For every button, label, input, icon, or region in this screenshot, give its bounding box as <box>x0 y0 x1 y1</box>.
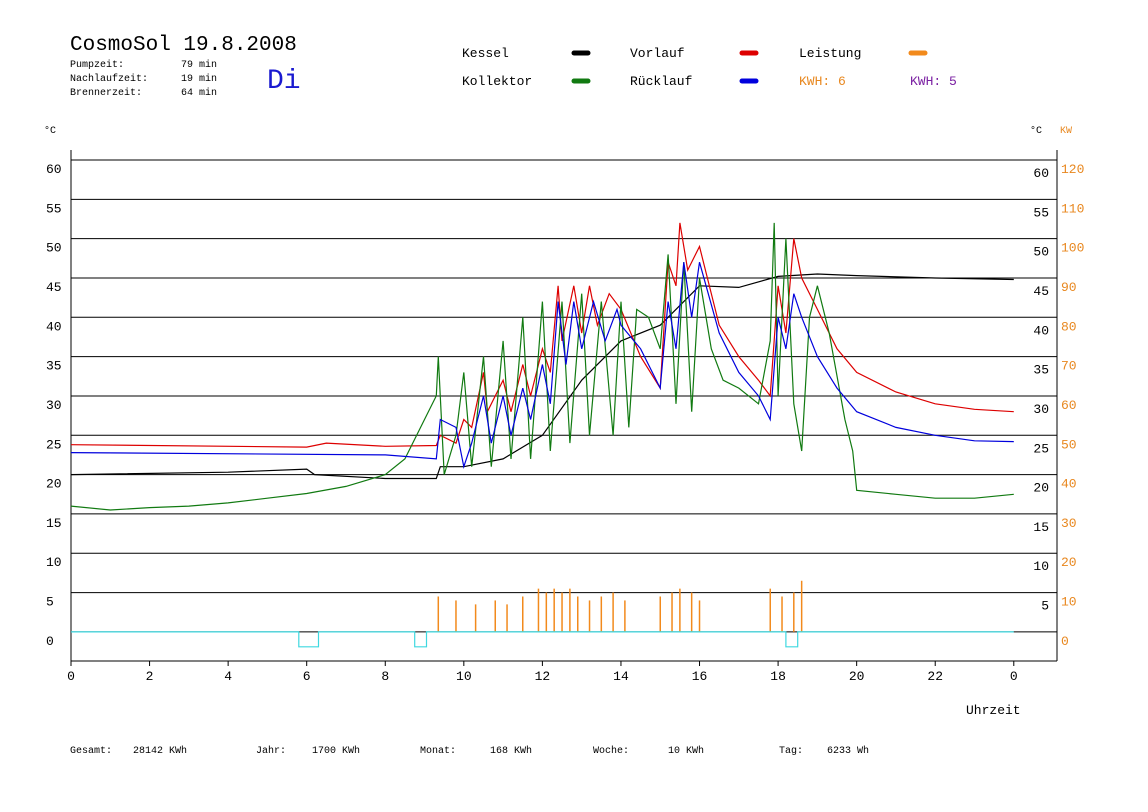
y2-tick-label: 80 <box>1061 319 1077 334</box>
kwh-label: KWH: 6 <box>799 74 846 89</box>
y-tick-label: 0 <box>46 634 54 649</box>
y2-tick-label: 50 <box>1061 437 1077 452</box>
y2-tick-label: 120 <box>1061 162 1084 177</box>
y2-unit: KW <box>1060 126 1072 137</box>
y2-tick-label: 110 <box>1061 201 1084 216</box>
y-right-tick-label: 25 <box>1033 441 1049 456</box>
total-label: Gesamt: <box>70 746 112 757</box>
y-right-tick-label: 10 <box>1033 559 1049 574</box>
y-tick-label: 60 <box>46 162 62 177</box>
series-line <box>70 262 1014 470</box>
y-right-tick-label: 35 <box>1033 363 1049 378</box>
y-tick-label: 35 <box>46 359 62 374</box>
x-tick-label: 16 <box>692 669 708 684</box>
y-tick-label: 40 <box>46 319 62 334</box>
y2-tick-label: 30 <box>1061 516 1077 531</box>
total-value: 28142 KWh <box>133 745 187 757</box>
y-right-tick-label: 5 <box>1041 599 1049 614</box>
chart-title: CosmoSol 19.8.2008 <box>70 34 297 57</box>
legend-label: Vorlauf <box>630 46 685 61</box>
y2-tick-label: 0 <box>1061 634 1069 649</box>
total-label: Jahr: <box>256 745 286 757</box>
stat-label: Brennerzeit: <box>70 87 142 99</box>
total-label: Tag: <box>779 746 803 757</box>
y-unit: °C <box>44 125 56 137</box>
total-value: 6233 Wh <box>827 745 869 757</box>
stat-value: 19 min <box>181 73 217 85</box>
kwh-label: KWH: 5 <box>910 74 957 89</box>
x-tick-label: 0 <box>1010 669 1018 684</box>
total-label: Monat: <box>420 746 456 757</box>
y-right-tick-label: 40 <box>1033 323 1049 338</box>
x-tick-label: 10 <box>456 669 472 684</box>
y-right-tick-label: 45 <box>1033 284 1049 299</box>
total-label: Woche: <box>593 745 629 757</box>
x-label: Uhrzeit <box>966 703 1021 718</box>
series-line <box>71 631 1014 648</box>
x-tick-label: 6 <box>303 669 311 684</box>
x-tick-label: 20 <box>849 669 865 684</box>
legend-label: Leistung <box>799 46 861 61</box>
y2-tick-label: 70 <box>1061 359 1077 374</box>
y-tick-label: 20 <box>46 477 62 492</box>
y-tick-label: 5 <box>46 595 54 610</box>
x-tick-label: 8 <box>381 669 389 684</box>
y-tick-label: 30 <box>46 398 62 413</box>
y2-tick-label: 100 <box>1061 241 1084 256</box>
x-tick-label: 2 <box>146 669 154 684</box>
y-tick-label: 55 <box>46 201 62 216</box>
legend-label: Kessel <box>462 46 509 61</box>
total-value: 1700 KWh <box>312 745 360 757</box>
y-right-tick-label: 55 <box>1033 205 1049 220</box>
y2-tick-label: 10 <box>1061 595 1077 610</box>
x-tick-label: 14 <box>613 669 629 684</box>
stat-label: Pumpzeit: <box>70 59 124 71</box>
x-tick-label: 18 <box>770 669 786 684</box>
y-tick-label: 45 <box>46 280 62 295</box>
y-right-tick-label: 20 <box>1033 481 1049 496</box>
weekday: Di <box>267 66 301 97</box>
y-right-tick-label: 60 <box>1033 166 1049 181</box>
stat-label: Nachlaufzeit: <box>70 73 148 85</box>
x-tick-label: 22 <box>927 669 943 684</box>
total-value: 10 KWh <box>668 745 704 757</box>
y-tick-label: 50 <box>46 241 62 256</box>
y2-tick-label: 90 <box>1061 280 1077 295</box>
legend-label: Rücklauf <box>630 74 692 89</box>
y2-unit-c: °C <box>1030 125 1042 137</box>
series-line <box>70 222 1014 511</box>
y2-tick-label: 60 <box>1061 398 1077 413</box>
series-line <box>70 273 1014 480</box>
y-right-tick-label: 30 <box>1033 402 1049 417</box>
y-right-tick-label: 50 <box>1033 245 1049 260</box>
x-tick-label: 0 <box>67 669 75 684</box>
series-line <box>70 222 1014 448</box>
total-value: 168 KWh <box>490 745 532 757</box>
y-tick-label: 25 <box>46 437 62 452</box>
x-tick-label: 12 <box>535 669 551 684</box>
stat-value: 64 min <box>181 87 217 99</box>
y-tick-label: 15 <box>46 516 62 531</box>
x-tick-label: 4 <box>224 669 232 684</box>
y2-tick-label: 40 <box>1061 477 1077 492</box>
y-tick-label: 10 <box>46 555 62 570</box>
y-right-tick-label: 15 <box>1033 520 1049 535</box>
y2-tick-label: 20 <box>1061 555 1077 570</box>
stat-value: 79 min <box>181 59 217 71</box>
legend-label: Kollektor <box>462 74 532 89</box>
